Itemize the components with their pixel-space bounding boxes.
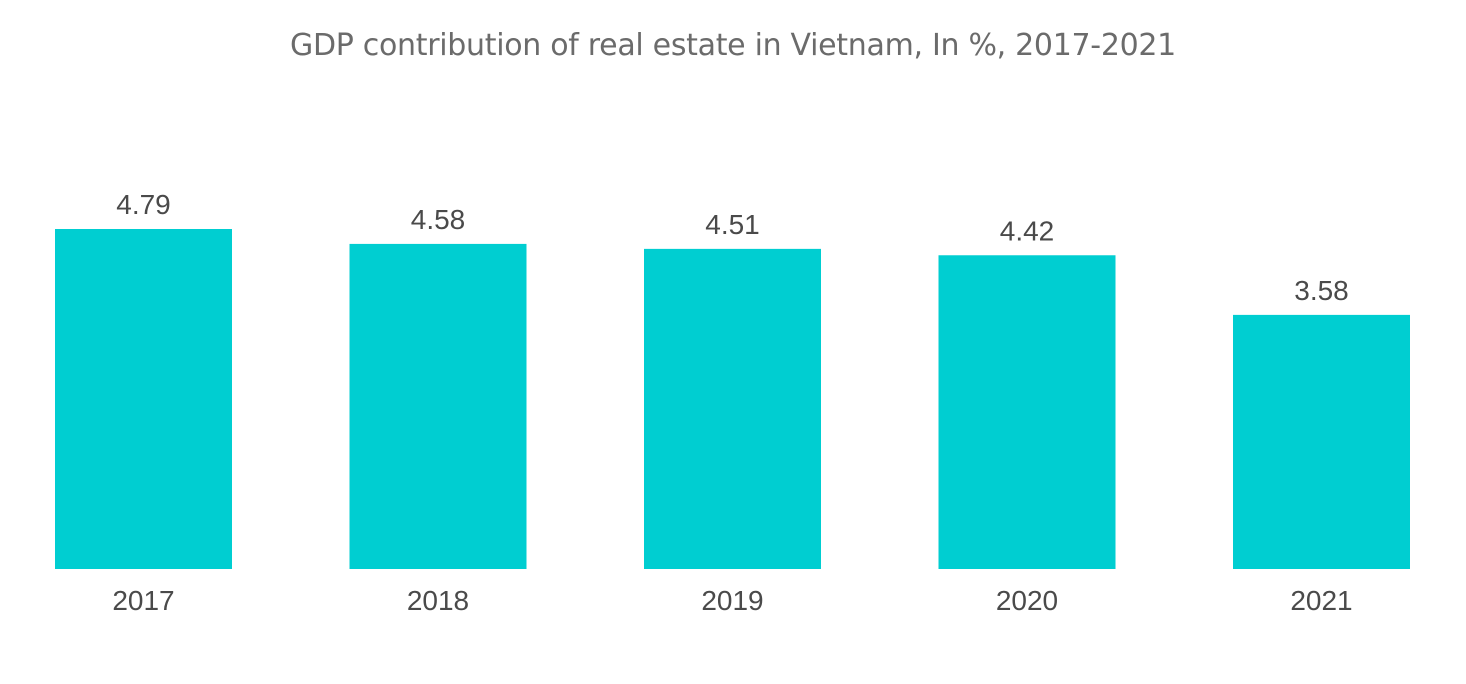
- bar-2021: [1233, 314, 1410, 569]
- bar-2020: [938, 255, 1116, 569]
- value-label-2019: 4.51: [705, 209, 760, 240]
- chart-title: GDP contribution of real estate in Vietn…: [290, 28, 1176, 63]
- value-label-2021: 3.58: [1294, 275, 1349, 306]
- value-label-2018: 4.58: [411, 204, 466, 235]
- x-tick-label-2020: 2020: [996, 585, 1058, 616]
- bar-2019: [644, 248, 821, 569]
- x-tick-label-2019: 2019: [701, 585, 763, 616]
- x-tick-labels-layer: 2017 2018 2019 2020 2021: [112, 585, 1352, 616]
- bar-2017: [55, 229, 232, 569]
- value-label-2017: 4.79: [116, 189, 171, 220]
- value-labels-layer: 4.79 4.58 4.51 4.42 3.58: [116, 189, 1349, 306]
- bars-layer: [55, 229, 1410, 569]
- x-tick-label-2017: 2017: [112, 585, 174, 616]
- bar-2018: [349, 243, 527, 569]
- x-tick-label-2021: 2021: [1290, 585, 1352, 616]
- value-label-2020: 4.42: [1000, 215, 1055, 246]
- x-tick-label-2018: 2018: [407, 585, 469, 616]
